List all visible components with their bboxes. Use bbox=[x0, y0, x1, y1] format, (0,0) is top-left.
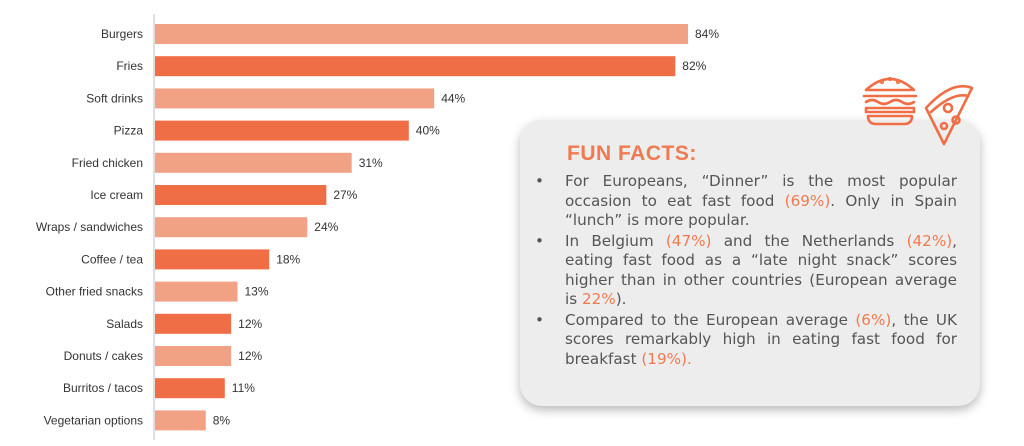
bars-group: Burgers 84% Fries 82% Soft drinks 44% Pizza 40%… bbox=[36, 24, 719, 431]
fact-text: In Belgium bbox=[565, 231, 666, 250]
bullet-icon: • bbox=[535, 231, 544, 250]
category-label-burritos-tacos: Burritos / tacos bbox=[63, 381, 143, 395]
value-label-fries: 82% bbox=[682, 59, 706, 73]
highlight-stat: 22% bbox=[581, 290, 616, 308]
bar-vegetarian-options bbox=[155, 410, 206, 431]
bar-fries bbox=[155, 56, 676, 77]
category-label-ice-cream: Ice cream bbox=[90, 188, 143, 202]
value-label-coffee-tea: 18% bbox=[276, 252, 300, 266]
fact-text: , eating fast food as a “late night snac… bbox=[565, 231, 957, 309]
value-label-other-fried-snacks: 13% bbox=[244, 285, 268, 299]
category-label-donuts-cakes: Donuts / cakes bbox=[64, 349, 143, 363]
fun-fact-item: • For Europeans, “Dinner” is the most pop… bbox=[533, 172, 957, 231]
bar-other-fried-snacks bbox=[155, 281, 238, 302]
value-label-burritos-tacos: 11% bbox=[232, 381, 255, 395]
category-label-pizza: Pizza bbox=[114, 124, 144, 138]
fun-facts-box bbox=[520, 120, 980, 406]
value-label-wraps-sandwiches: 24% bbox=[314, 220, 338, 234]
category-label-soft-drinks: Soft drinks bbox=[86, 91, 143, 105]
bar-soft-drinks bbox=[155, 88, 435, 109]
fun-fact-item: • Compared to the European average (6%), … bbox=[533, 311, 957, 370]
value-label-donuts-cakes: 12% bbox=[238, 349, 262, 363]
bar-fried-chicken bbox=[155, 152, 352, 173]
bar-wraps-sandwiches bbox=[155, 217, 308, 238]
category-label-other-fried-snacks: Other fried snacks bbox=[46, 285, 143, 299]
value-label-burgers: 84% bbox=[695, 27, 719, 41]
value-label-pizza: 40% bbox=[416, 124, 440, 138]
category-label-burgers: Burgers bbox=[101, 27, 143, 41]
fact-text: . Only in Spain “lunch” is more popular. bbox=[565, 191, 957, 230]
pizza-slice-icon bbox=[924, 84, 974, 146]
fact-text: and the Netherlands bbox=[711, 231, 907, 250]
bullet-icon: • bbox=[535, 310, 544, 329]
food-icons bbox=[862, 76, 974, 146]
highlight-stat: (42%) bbox=[906, 231, 953, 250]
highlight-stat: (69%) bbox=[784, 191, 831, 210]
fun-facts-title: FUN FACTS: bbox=[567, 142, 697, 165]
bar-pizza bbox=[155, 120, 409, 141]
bar-donuts-cakes bbox=[155, 346, 232, 366]
fun-facts-list: • For Europeans, “Dinner” is the most pop… bbox=[533, 172, 957, 370]
bar-burritos-tacos bbox=[155, 378, 225, 399]
fact-text: For Europeans, “Dinner” is the most popu… bbox=[565, 172, 957, 210]
category-label-fries: Fries bbox=[116, 59, 143, 73]
value-label-fried-chicken: 31% bbox=[359, 156, 383, 170]
bar-coffee-tea bbox=[155, 249, 270, 270]
category-label-salads: Salads bbox=[106, 317, 143, 331]
bar-burgers bbox=[155, 24, 688, 44]
burger-icon bbox=[862, 76, 918, 126]
category-label-fried-chicken: Fried chicken bbox=[72, 156, 143, 170]
bullet-icon: • bbox=[535, 172, 544, 190]
fun-fact-item: • In Belgium (47%) and the Netherlands (4… bbox=[533, 232, 957, 310]
fact-text: Compared to the European average bbox=[565, 310, 856, 329]
category-label-vegetarian-options: Vegetarian options bbox=[44, 413, 143, 427]
value-label-soft-drinks: 44% bbox=[441, 91, 465, 105]
fact-text: ). bbox=[615, 290, 627, 308]
value-label-ice-cream: 27% bbox=[333, 188, 357, 202]
highlight-stat: (47%) bbox=[665, 231, 712, 250]
highlight-stat: (6%) bbox=[855, 310, 892, 329]
value-label-vegetarian-options: 8% bbox=[213, 413, 231, 427]
fact-text: , the UK scores remarkably high in eatin… bbox=[565, 310, 957, 368]
bar-ice-cream bbox=[155, 185, 327, 205]
value-label-salads: 12% bbox=[238, 317, 262, 331]
bar-salads bbox=[155, 313, 232, 334]
highlight-stat: (19%). bbox=[641, 349, 692, 368]
category-label-wraps-sandwiches: Wraps / sandwiches bbox=[36, 220, 143, 234]
category-label-coffee-tea: Coffee / tea bbox=[81, 252, 143, 266]
